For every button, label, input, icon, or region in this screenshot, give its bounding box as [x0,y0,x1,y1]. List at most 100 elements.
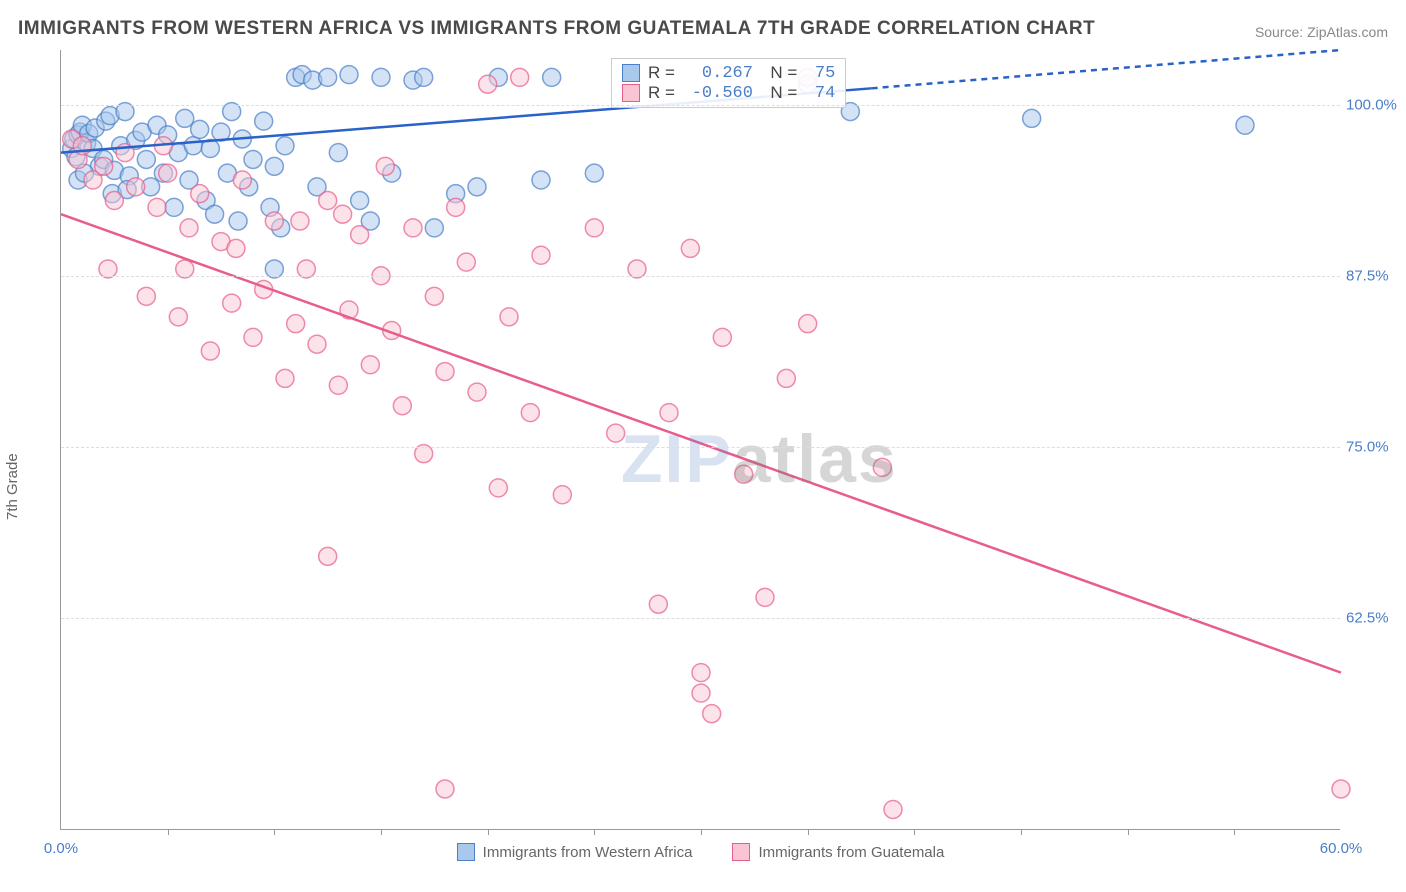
data-point [159,164,177,182]
chart-svg [61,50,1340,829]
data-point [543,68,561,86]
data-point [244,150,262,168]
data-point [244,328,262,346]
xtick-minor [168,829,169,835]
xtick-minor [701,829,702,835]
data-point [340,66,358,84]
data-point [319,68,337,86]
data-point [319,547,337,565]
ytick-label: 87.5% [1346,267,1406,284]
plot-area: ZIPatlas R =0.267 N =75 R =-0.560 N =74 … [60,50,1340,830]
stat-label-n: N = [761,83,797,103]
stat-label-n: N = [761,63,797,83]
data-point [660,404,678,422]
data-point [511,68,529,86]
data-point [180,219,198,237]
legend-label: Immigrants from Guatemala [758,844,944,861]
xtick-minor [1021,829,1022,835]
data-point [255,112,273,130]
gridline-h [61,618,1340,619]
data-point [479,75,497,93]
r-value: -0.560 [683,84,753,103]
data-point [351,192,369,210]
data-point [404,219,422,237]
data-point [735,465,753,483]
legend-item: Immigrants from Western Africa [457,843,693,861]
data-point [361,356,379,374]
xtick-minor [808,829,809,835]
n-value: 75 [805,64,835,83]
data-point [276,369,294,387]
correlation-row: R = 0.267 N = 75 [622,63,835,83]
xtick-label: 0.0% [44,840,78,857]
xtick-minor [1234,829,1235,835]
data-point [425,219,443,237]
data-point [425,287,443,305]
y-axis-label: 7th Grade [4,453,21,520]
data-point [649,595,667,613]
data-point [329,144,347,162]
series-legend: Immigrants from Western Africa Immigrants… [61,843,1340,861]
data-point [206,205,224,223]
xtick-minor [914,829,915,835]
data-point [447,198,465,216]
data-point [692,684,710,702]
xtick-minor [488,829,489,835]
data-point [585,219,603,237]
data-point [1236,116,1254,134]
data-point [95,157,113,175]
data-point [532,246,550,264]
data-point [457,253,475,271]
regression-line [61,214,1341,672]
data-point [713,328,731,346]
data-point [692,664,710,682]
data-point [227,239,245,257]
data-point [137,287,155,305]
data-point [703,705,721,723]
data-point [1023,109,1041,127]
gridline-h [61,447,1340,448]
xtick-minor [381,829,382,835]
data-point [191,120,209,138]
data-point [223,294,241,312]
data-point [329,376,347,394]
stat-label-r: R = [648,63,675,83]
data-point [415,68,433,86]
xtick-minor [274,829,275,835]
data-point [308,335,326,353]
legend-swatch [622,84,640,102]
data-point [681,239,699,257]
data-point [468,383,486,401]
data-point [436,780,454,798]
n-value: 74 [805,84,835,103]
gridline-h [61,105,1340,106]
data-point [532,171,550,189]
chart-title: IMMIGRANTS FROM WESTERN AFRICA VS IMMIGR… [18,18,1095,40]
data-point [137,150,155,168]
xtick-minor [1128,829,1129,835]
data-point [334,205,352,223]
data-point [393,397,411,415]
regression-line-dash [872,50,1341,88]
data-point [607,424,625,442]
data-point [372,68,390,86]
data-point [436,363,454,381]
ytick-label: 100.0% [1346,96,1406,113]
xtick-label: 60.0% [1320,840,1363,857]
data-point [229,212,247,230]
data-point [799,315,817,333]
data-point [873,458,891,476]
data-point [884,800,902,818]
r-value: 0.267 [683,64,753,83]
data-point [291,212,309,230]
data-point [276,137,294,155]
ytick-label: 75.0% [1346,438,1406,455]
data-point [105,192,123,210]
data-point [777,369,795,387]
data-point [184,137,202,155]
data-point [165,198,183,216]
data-point [1332,780,1350,798]
data-point [500,308,518,326]
gridline-h [61,276,1340,277]
data-point [233,171,251,189]
